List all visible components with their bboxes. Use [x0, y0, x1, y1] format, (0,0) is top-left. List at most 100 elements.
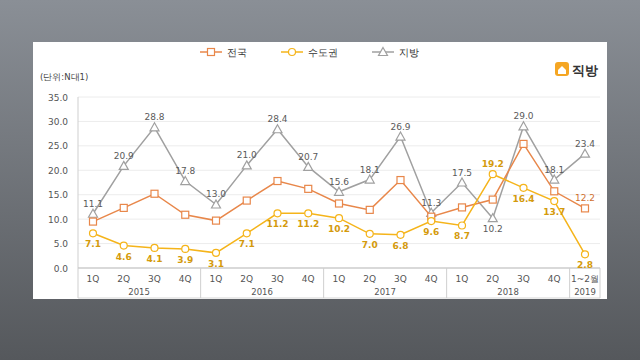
- data-label: 17.8: [175, 166, 195, 176]
- marker: [335, 187, 344, 195]
- data-label: 3.1: [208, 259, 224, 269]
- marker: [305, 185, 312, 192]
- marker: [182, 245, 189, 252]
- marker: [273, 125, 282, 133]
- marker: [336, 215, 343, 222]
- year-label: 2018: [497, 287, 519, 297]
- marker: [520, 184, 527, 191]
- marker: [459, 222, 466, 229]
- x-axis-bottom: [78, 298, 600, 299]
- data-label: 20.9: [114, 151, 134, 161]
- marker: [365, 175, 374, 183]
- x-tick-label: 4Q: [425, 274, 438, 284]
- marker: [90, 230, 97, 237]
- data-label: 6.8: [393, 241, 409, 251]
- marker: [366, 206, 373, 213]
- data-label: 11.2: [297, 219, 319, 229]
- legend-label: 지방: [399, 47, 419, 58]
- panel: [33, 42, 607, 299]
- marker: [274, 178, 281, 185]
- x-tick-label: 4Q: [548, 274, 561, 284]
- marker: [213, 217, 220, 224]
- group-separator: [446, 268, 447, 298]
- legend-label: 수도권: [308, 47, 338, 58]
- x-axis: [78, 268, 600, 269]
- logo-text: 직방: [572, 63, 598, 78]
- data-label: 11.3: [421, 198, 441, 208]
- data-label: 9.6: [423, 227, 439, 237]
- group-separator: [323, 268, 324, 298]
- marker: [397, 177, 404, 184]
- marker: [428, 218, 435, 225]
- data-label: 26.9: [390, 122, 410, 132]
- data-label: 11.2: [266, 219, 288, 229]
- data-label: 10.2: [328, 224, 350, 234]
- marker: [208, 49, 215, 56]
- legend: 전국 수도권 지방: [200, 47, 419, 58]
- marker: [119, 161, 128, 169]
- grid-line: [78, 170, 600, 171]
- data-label: 8.7: [454, 231, 470, 241]
- marker: [581, 149, 590, 157]
- background: [0, 0, 640, 360]
- data-label: 7.1: [239, 239, 255, 249]
- marker: [459, 204, 466, 211]
- x-tick-label: 2Q: [363, 274, 376, 284]
- data-label: 28.8: [144, 112, 164, 122]
- year-label: 2015: [128, 287, 150, 297]
- x-tick-label: 4Q: [302, 274, 315, 284]
- y-tick-label: 20.0: [48, 166, 68, 176]
- x-tick-label: 1Q: [333, 274, 346, 284]
- marker: [182, 211, 189, 218]
- marker: [243, 230, 250, 237]
- marker: [274, 210, 281, 217]
- x-tick-label: 1Q: [456, 274, 469, 284]
- grid-line: [78, 97, 600, 98]
- marker: [519, 122, 528, 130]
- data-label: 29.0: [513, 111, 533, 121]
- y-tick-label: 25.0: [48, 141, 68, 151]
- marker: [90, 218, 97, 225]
- data-label: 20.7: [298, 152, 318, 162]
- data-label: 3.9: [177, 255, 193, 265]
- x-tick-label: 2Q: [486, 274, 499, 284]
- group-separator: [600, 268, 601, 298]
- data-label: 23.4: [575, 139, 595, 149]
- grid-line: [78, 243, 600, 244]
- series-line: [93, 174, 585, 254]
- year-label: 2019: [574, 287, 596, 297]
- data-label: 4.6: [116, 252, 132, 262]
- data-label: 17.5: [452, 168, 472, 178]
- marker: [120, 242, 127, 249]
- marker: [582, 205, 589, 212]
- data-label: 15.6: [329, 177, 349, 187]
- marker: [242, 161, 251, 169]
- data-label: 7.0: [362, 240, 378, 250]
- marker: [304, 162, 313, 170]
- legend-label: 전국: [227, 47, 247, 58]
- y-tick-label: 30.0: [48, 117, 68, 127]
- marker: [550, 175, 559, 183]
- data-label: 11.1: [83, 199, 103, 209]
- marker: [151, 190, 158, 197]
- x-tick-label: 3Q: [271, 274, 284, 284]
- marker: [520, 140, 527, 147]
- data-label: 21.0: [237, 150, 257, 160]
- data-label: 13.0: [206, 189, 226, 199]
- chart: 0.05.010.015.020.025.030.035.01Q2Q3Q4Q1Q…: [0, 0, 640, 360]
- marker: [150, 123, 159, 131]
- y-tick-label: 0.0: [54, 264, 69, 274]
- x-tick-label: 3Q: [517, 274, 530, 284]
- group-separator: [200, 268, 201, 298]
- year-label: 2016: [251, 287, 273, 297]
- data-label: 16.4: [512, 194, 534, 204]
- group-separator: [78, 268, 79, 298]
- marker: [489, 196, 496, 203]
- marker: [181, 177, 190, 185]
- marker: [89, 209, 98, 217]
- data-label: 7.1: [85, 239, 101, 249]
- marker: [488, 214, 497, 222]
- x-tick-label: 1Q: [87, 274, 100, 284]
- marker: [582, 251, 589, 258]
- y-axis: [78, 97, 79, 268]
